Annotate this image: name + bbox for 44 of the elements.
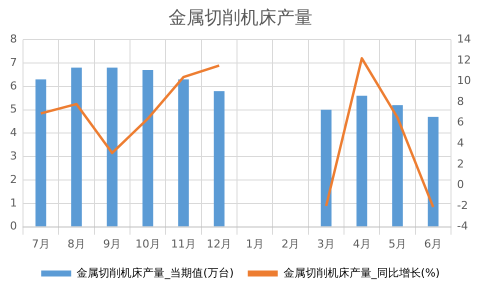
y-tick-label: 5 (10, 102, 17, 116)
y2-tick-label: 14 (457, 32, 472, 46)
bar (428, 116, 439, 226)
y2-tick-label: 10 (457, 74, 472, 88)
x-tick-label: 6月 (424, 237, 442, 250)
y-tick-label: 7 (10, 56, 17, 69)
x-tick-label: 8月 (68, 237, 86, 250)
x-tick-label: 7月 (32, 237, 50, 250)
bar (71, 68, 82, 226)
y-tick-label: 0 (10, 220, 17, 233)
bar (106, 68, 118, 226)
legend-label: 金属切削机床产量_同比增长(%) (283, 266, 440, 280)
bar (392, 105, 403, 226)
y-tick-label: 8 (10, 32, 17, 46)
x-tick-label: 9月 (103, 237, 122, 250)
y-tick-label: 4 (10, 126, 17, 140)
y2-tick-label: 8 (457, 94, 464, 108)
y-tick-label: 6 (10, 79, 17, 92)
bar (178, 79, 189, 226)
y2-tick-label: 12 (457, 53, 472, 66)
x-tick-label: 11月 (171, 237, 196, 250)
bar (214, 91, 225, 226)
y2-tick-label: 2 (457, 157, 464, 170)
bar (320, 110, 332, 226)
y2-tick-label: 6 (457, 116, 464, 129)
x-tick-label: 5月 (388, 237, 406, 250)
bar (35, 79, 46, 226)
y2-tick-label: 4 (457, 136, 464, 150)
x-tick-label: 12月 (206, 237, 232, 250)
y-tick-label: 3 (10, 149, 17, 162)
chart-title: 金属切削机床产量 (168, 7, 312, 28)
x-tick-label: 10月 (135, 237, 160, 250)
y2-tick-label: -4 (457, 220, 468, 233)
y-tick-label: 1 (10, 196, 17, 210)
y2-tick-label: 0 (457, 178, 464, 192)
y2-tick-label: -2 (457, 198, 468, 212)
bar (356, 96, 368, 226)
legend-label: 金属切削机床产量_当期值(万台) (76, 266, 234, 280)
x-tick-label: 3月 (317, 237, 336, 250)
x-tick-label: 1月 (246, 237, 264, 250)
x-tick-label: 2月 (282, 237, 300, 250)
y-tick-label: 2 (10, 172, 17, 186)
bar (142, 70, 154, 226)
x-tick-label: 4月 (352, 237, 371, 250)
